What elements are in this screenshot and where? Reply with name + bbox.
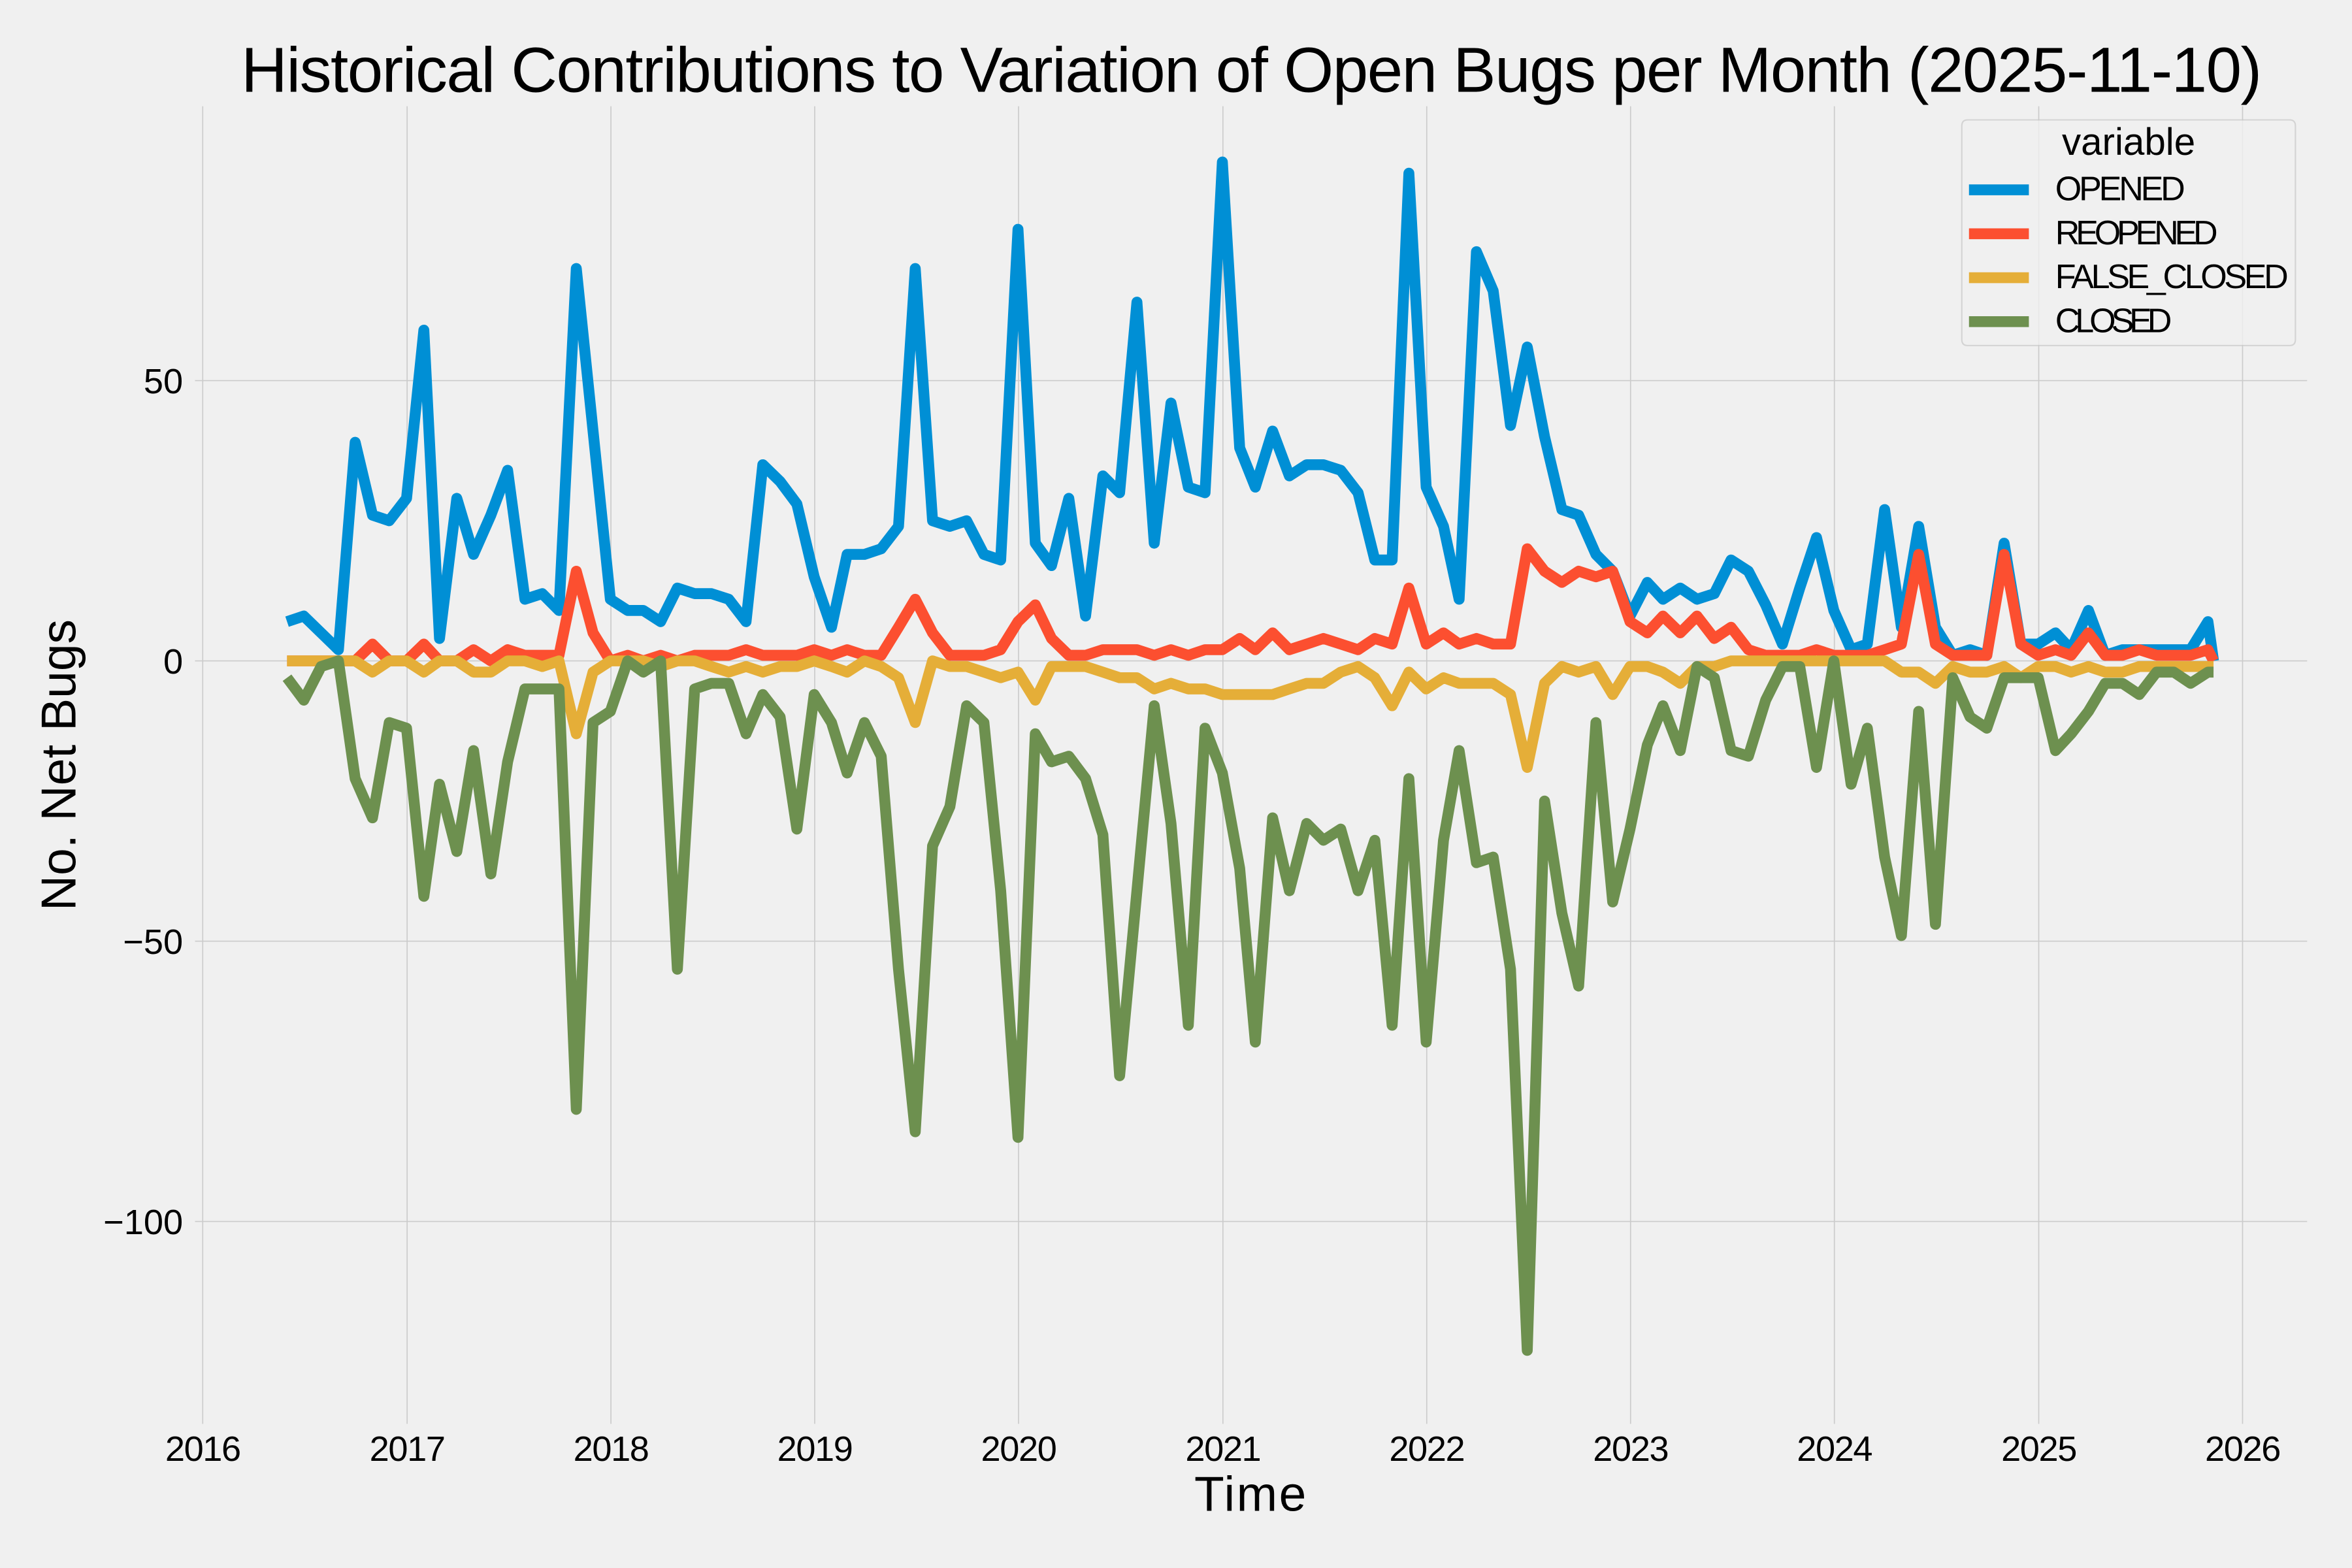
svg-text:FALSE_CLOSED: FALSE_CLOSED — [2055, 258, 2287, 296]
svg-text:No. Net Bugs: No. Net Bugs — [31, 619, 86, 911]
svg-text:2025: 2025 — [2001, 1429, 2076, 1469]
svg-text:2026: 2026 — [2205, 1429, 2280, 1469]
svg-text:2023: 2023 — [1593, 1429, 1668, 1469]
svg-text:Historical Contributions to Va: Historical Contributions to Variation of… — [241, 33, 2261, 105]
svg-text:50: 50 — [144, 362, 183, 401]
svg-text:2020: 2020 — [981, 1429, 1056, 1469]
svg-text:2024: 2024 — [1797, 1429, 1872, 1469]
svg-text:2022: 2022 — [1389, 1429, 1464, 1469]
svg-text:2016: 2016 — [165, 1429, 240, 1469]
svg-text:REOPENED: REOPENED — [2055, 214, 2217, 252]
svg-text:2021: 2021 — [1185, 1429, 1260, 1469]
svg-text:−50: −50 — [123, 923, 183, 962]
svg-text:−100: −100 — [103, 1203, 183, 1242]
svg-text:2017: 2017 — [370, 1429, 445, 1469]
svg-text:Time: Time — [1194, 1466, 1308, 1521]
svg-text:0: 0 — [163, 642, 183, 681]
svg-text:2019: 2019 — [777, 1429, 853, 1469]
svg-text:variable: variable — [2062, 121, 2195, 163]
svg-text:OPENED: OPENED — [2055, 171, 2184, 208]
svg-text:CLOSED: CLOSED — [2055, 302, 2171, 340]
svg-text:2018: 2018 — [574, 1429, 649, 1469]
